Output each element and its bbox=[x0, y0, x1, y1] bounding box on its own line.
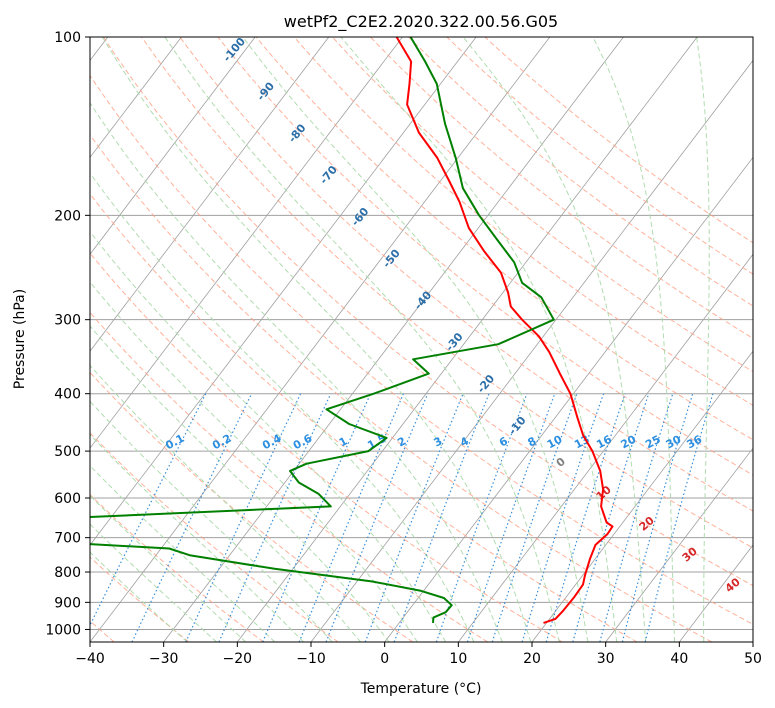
y-tick-label: 600 bbox=[54, 491, 81, 507]
mixing-ratio-line bbox=[435, 393, 528, 642]
x-tick-label: 0 bbox=[380, 651, 389, 667]
mixing-ratio-label: 25 bbox=[643, 433, 663, 452]
mixing-ratio-line bbox=[466, 393, 556, 642]
x-tick-label: −30 bbox=[149, 651, 179, 667]
temperature-profile-line bbox=[395, 37, 614, 624]
dry-adiabat-line bbox=[332, 37, 753, 373]
mixing-ratio-line bbox=[621, 393, 694, 642]
moist-adiabat-line bbox=[340, 37, 618, 642]
mixing-ratio-line bbox=[599, 393, 674, 642]
mixing-ratio-line bbox=[218, 393, 332, 642]
moist-adiabat-line bbox=[90, 172, 475, 642]
mixing-ratio-line bbox=[521, 393, 605, 642]
moist-adiabat-line bbox=[90, 281, 418, 642]
isotherm-gridline bbox=[458, 253, 753, 642]
y-tick-label: 400 bbox=[54, 387, 81, 403]
x-tick-label: 30 bbox=[597, 651, 615, 667]
dry-adiabat-line bbox=[103, 37, 753, 587]
dry-adiabat-line bbox=[370, 37, 753, 340]
isotherm-gridline bbox=[605, 447, 753, 642]
y-tick-label: 300 bbox=[54, 313, 81, 329]
moist-adiabat-line bbox=[462, 37, 647, 642]
x-axis: −40 −30 −20 −10 0 10 20 30 40 50 bbox=[75, 642, 762, 667]
mixing-ratio-label: 20 bbox=[619, 433, 639, 452]
x-tick-label: 40 bbox=[670, 651, 688, 667]
y-tick-label: 500 bbox=[54, 444, 81, 460]
moist-adiabat-line bbox=[90, 230, 447, 642]
y-tick-label: 1000 bbox=[45, 622, 81, 638]
isotherm-gridline bbox=[531, 350, 753, 642]
background-lines bbox=[90, 37, 753, 642]
dry-adiabat-line bbox=[90, 193, 638, 642]
mixing-ratio-label: 36 bbox=[685, 433, 705, 452]
mixing-ratio-line bbox=[491, 393, 578, 642]
mixing-ratio-line bbox=[185, 393, 302, 642]
moist-adiabat-line bbox=[90, 465, 276, 642]
y-tick-label: 900 bbox=[54, 595, 81, 611]
moist-adiabat-line bbox=[90, 433, 304, 642]
isotherm-gridline bbox=[90, 37, 403, 449]
y-tick-label: 800 bbox=[54, 565, 81, 581]
dry-adiabat-line bbox=[141, 37, 753, 549]
dry-adiabat-line bbox=[255, 37, 753, 441]
dry-adiabat-line bbox=[90, 371, 414, 642]
x-tick-label: 20 bbox=[523, 651, 541, 667]
isotherm-gridline bbox=[163, 37, 624, 642]
isotherm-gridline bbox=[90, 37, 256, 255]
x-tick-label: 10 bbox=[449, 651, 467, 667]
isotherm-gridline bbox=[90, 37, 477, 546]
moist-adiabat-line bbox=[164, 37, 560, 642]
isotherm-gridline bbox=[90, 37, 330, 352]
x-tick-label: −10 bbox=[296, 651, 326, 667]
mixing-ratio-label: 30 bbox=[664, 433, 684, 452]
mixing-ratio-label: 16 bbox=[594, 433, 614, 452]
mixing-ratio-line bbox=[364, 393, 464, 642]
y-tick-label: 100 bbox=[54, 30, 81, 46]
mixing-ratio-line bbox=[572, 393, 650, 642]
dry-adiabat-line bbox=[293, 37, 753, 406]
mixing-ratio-label: 13 bbox=[572, 433, 592, 452]
dry-adiabat-line bbox=[90, 252, 563, 642]
moist-adiabat-line bbox=[90, 523, 217, 642]
moist-adiabat-line bbox=[90, 400, 333, 642]
x-tick-label: 50 bbox=[744, 651, 762, 667]
moist-adiabat-line bbox=[90, 325, 390, 642]
dry-adiabat-line bbox=[446, 37, 753, 275]
y-tick-label: 200 bbox=[54, 208, 81, 224]
mixing-ratio-line bbox=[644, 393, 714, 642]
profile-lines bbox=[90, 37, 614, 624]
isotherm-gridline bbox=[237, 37, 698, 642]
moist-adiabat-line bbox=[101, 37, 532, 642]
dewpoint-profile-line bbox=[90, 37, 555, 623]
chart-title: wetPf2_C2E2.2020.322.00.56.G05 bbox=[284, 12, 558, 32]
x-tick-label: −40 bbox=[75, 651, 105, 667]
isotherm-gridline bbox=[384, 156, 753, 642]
mixing-ratio-line bbox=[325, 393, 429, 642]
moist-adiabat-line bbox=[90, 101, 503, 642]
dry-adiabat-line bbox=[179, 37, 753, 512]
moist-adiabat-line bbox=[90, 364, 361, 642]
y-tick-label: 700 bbox=[54, 531, 81, 547]
moist-adiabat-line bbox=[242, 37, 589, 642]
x-tick-label: −20 bbox=[223, 651, 253, 667]
mixing-ratio-line bbox=[545, 393, 626, 642]
mixing-ratio-label: 10 bbox=[545, 433, 565, 452]
plot-frame bbox=[89, 36, 754, 643]
moist-adiabat-line bbox=[90, 551, 188, 642]
y-axis: 100 200 300 400 500 600 700 800 900 1000 bbox=[45, 30, 90, 638]
y-axis-label: Pressure (hPa) bbox=[12, 289, 28, 389]
x-axis-label: Temperature (°C) bbox=[360, 681, 482, 697]
isotherm-gridline bbox=[90, 37, 182, 159]
mixing-ratio-line bbox=[90, 393, 207, 627]
